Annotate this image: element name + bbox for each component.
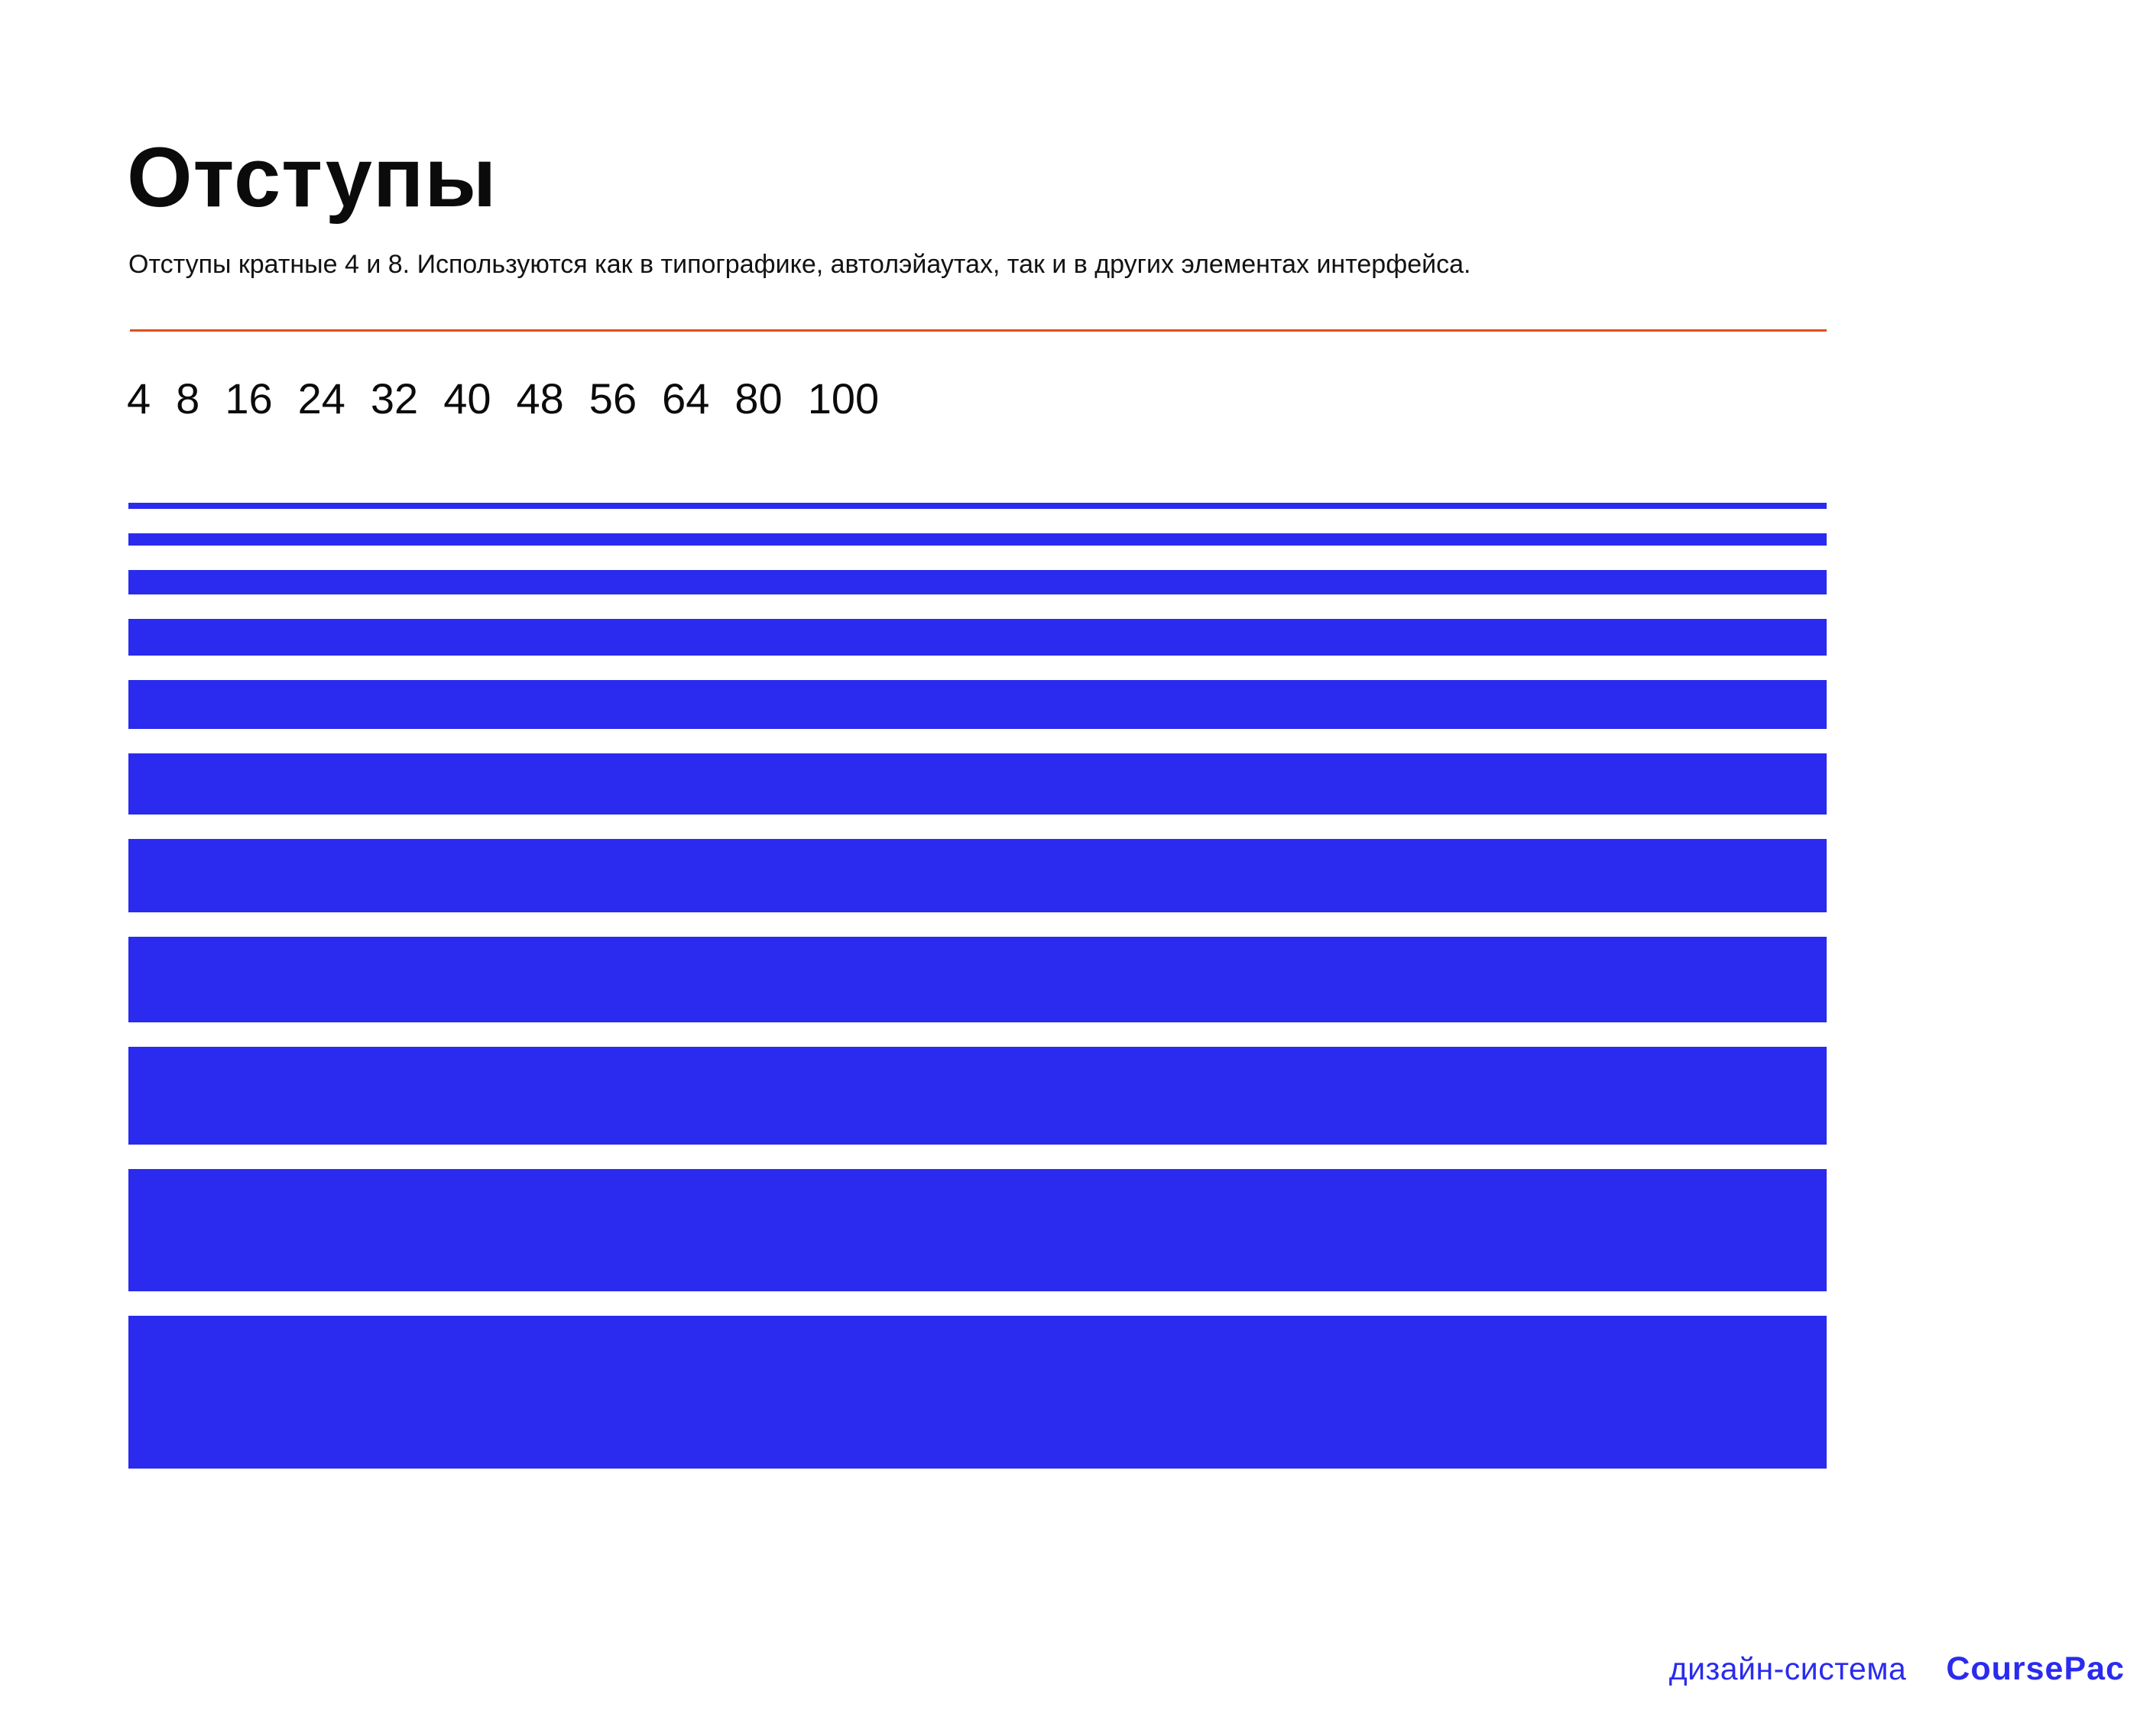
spacing-bar: [128, 839, 1827, 912]
spacing-bar: [128, 680, 1827, 729]
spacing-bar: [128, 753, 1827, 815]
spacing-label: 64: [662, 374, 710, 423]
spacing-label: 24: [297, 374, 345, 423]
spacing-label: 40: [443, 374, 491, 423]
spacing-labels-row: 4 8 16 24 32 40 48 56 64 80 100: [127, 373, 879, 424]
spacing-label: 48: [516, 374, 564, 423]
spacing-label: 4: [127, 374, 151, 423]
spacing-bar: [128, 1047, 1827, 1145]
page-subtitle: Отступы кратные 4 и 8. Используются как …: [128, 250, 1471, 279]
spacing-bar: [128, 570, 1827, 594]
footer-design-system-label: дизайн-система: [1668, 1651, 1907, 1686]
spacing-bar: [128, 619, 1827, 656]
spacing-bar: [128, 1316, 1827, 1469]
spacing-bar: [128, 1169, 1827, 1291]
spacing-label: 100: [807, 374, 880, 423]
spacing-label: 16: [225, 374, 273, 423]
footer-brand-logo: CoursePac: [1946, 1650, 2125, 1687]
spacing-bars: [128, 503, 1827, 1469]
footer: дизайн-система CoursePac: [1669, 1650, 2125, 1688]
divider-line: [130, 329, 1827, 332]
spacing-label: 32: [370, 374, 419, 423]
page-title: Отступы: [127, 131, 498, 225]
spacing-bar: [128, 503, 1827, 509]
spacing-label: 8: [176, 374, 200, 423]
spacing-bar: [128, 937, 1827, 1022]
spacing-label: 56: [588, 374, 637, 423]
spacing-bar: [128, 533, 1827, 546]
spacing-label: 80: [734, 374, 783, 423]
